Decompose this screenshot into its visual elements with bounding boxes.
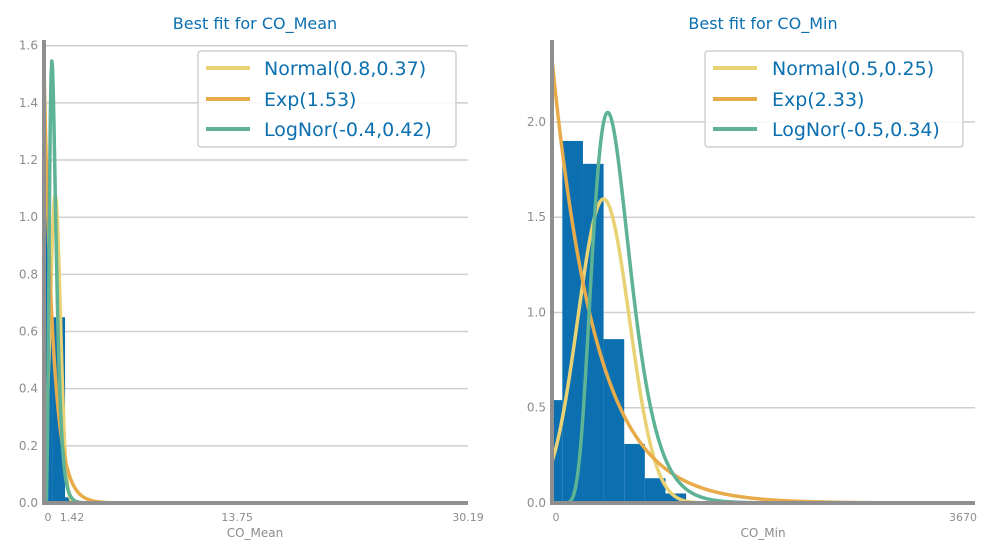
y-tick-label: 1.4: [19, 96, 38, 110]
y-tick-label: 0.2: [19, 439, 38, 453]
legend: Normal(0.5,0.25) Exp(2.33) LogNor(-0.5,0…: [704, 50, 964, 148]
legend-label-normal: Normal(0.5,0.25): [772, 58, 934, 80]
legend-label-normal: Normal(0.8,0.37): [264, 58, 426, 80]
chart-title: Best fit for CO_Mean: [173, 14, 337, 34]
x-axis-label: CO_Min: [740, 526, 785, 540]
legend-box: [704, 50, 964, 148]
x-tick-label: 0: [45, 511, 52, 524]
y-tick-label: 1.6: [19, 39, 38, 53]
y-tick-label: 1.2: [19, 153, 38, 167]
axes: [550, 40, 975, 505]
chart-title: Best fit for CO_Min: [688, 14, 837, 34]
y-tick-label: 0.0: [19, 496, 38, 510]
axes: [42, 40, 468, 505]
y-tick-label: 1.5: [527, 210, 546, 224]
y-tick-label: 2.0: [527, 115, 546, 129]
histogram-bar: [552, 400, 563, 503]
x-tick-label: 1.42: [60, 511, 85, 524]
legend-label-lognorm: LogNor(-0.4,0.42): [264, 119, 432, 141]
y-tick-labels: 0.0 0.5 1.0 1.5 2.0: [527, 115, 546, 510]
histogram-bar: [624, 443, 645, 503]
x-tick-label: 3670: [949, 511, 977, 524]
legend-label-exp: Exp(2.33): [772, 89, 864, 111]
chart-co-min: Best fit for CO_Min 0.0 0.5 1.0 1.5 2.0 0 367…: [527, 14, 977, 540]
fit-curve-normal: [42, 193, 470, 505]
gridlines: [44, 44, 468, 504]
histogram-bar: [562, 140, 583, 504]
histogram-bar: [48, 325, 53, 503]
x-tick-label: 0: [553, 511, 560, 524]
x-tick-labels: 0 3670: [553, 511, 978, 524]
y-tick-label: 0.8: [19, 267, 38, 281]
histogram-bars: [552, 140, 687, 504]
y-tick-label: 0.4: [19, 382, 38, 396]
legend: Normal(0.8,0.37) Exp(1.53) LogNor(-0.4,0…: [197, 50, 457, 148]
x-tick-label: 13.75: [221, 511, 253, 524]
y-tick-label: 0.5: [527, 401, 546, 415]
histogram-bar: [65, 497, 73, 503]
histogram-bar: [603, 339, 625, 503]
y-tick-label: 0.0: [527, 496, 546, 510]
legend-box: [197, 50, 457, 148]
y-tick-label: 1.0: [527, 305, 546, 319]
y-tick-label: 0.6: [19, 325, 38, 339]
x-tick-labels: 0 1.42 13.75 30.19: [45, 511, 484, 524]
legend-label-exp: Exp(1.53): [264, 89, 356, 111]
histogram-bar: [644, 478, 666, 503]
y-tick-label: 1.0: [19, 210, 38, 224]
x-axis-label: CO_Mean: [227, 526, 284, 540]
chart-co-mean: Best fit for CO_Mean 0.0 0.2 0.4 0.6 0.8 1.0 1…: [19, 14, 484, 540]
y-tick-labels: 0.0 0.2 0.4 0.6 0.8 1.0 1.2 1.4 1.6: [19, 39, 38, 510]
x-tick-label: 30.19: [452, 511, 484, 524]
legend-label-lognorm: LogNor(-0.5,0.34): [772, 119, 940, 141]
histogram-bar: [44, 194, 49, 504]
